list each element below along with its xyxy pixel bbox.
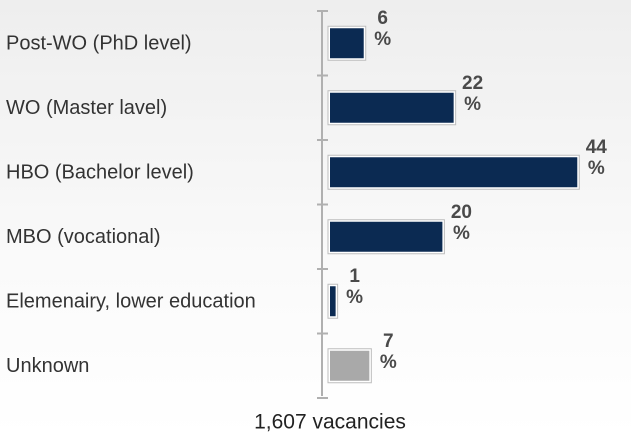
value-label: 7 % <box>379 330 397 373</box>
category-label: Post-WO (PhD level) <box>6 33 192 55</box>
category-label: MBO (vocational) <box>6 226 161 248</box>
caption: 1,607 vacancies <box>254 411 406 434</box>
category-label: HBO (Bachelor level) <box>6 162 194 184</box>
category-label: Elemenairy, lower education <box>6 291 256 313</box>
bar <box>330 286 336 317</box>
bar <box>330 157 578 188</box>
bar <box>330 350 370 381</box>
category-label: Unknown <box>6 355 89 377</box>
bar <box>330 28 364 59</box>
category-label: WO (Master lavel) <box>6 97 167 119</box>
bar <box>330 221 443 252</box>
value-label: 20 % <box>450 201 472 244</box>
value-label: 22 % <box>462 72 484 115</box>
value-label: 6 % <box>374 8 392 51</box>
value-label: 44 % <box>585 137 607 180</box>
bar <box>330 92 454 123</box>
value-label: 1 % <box>346 266 364 309</box>
